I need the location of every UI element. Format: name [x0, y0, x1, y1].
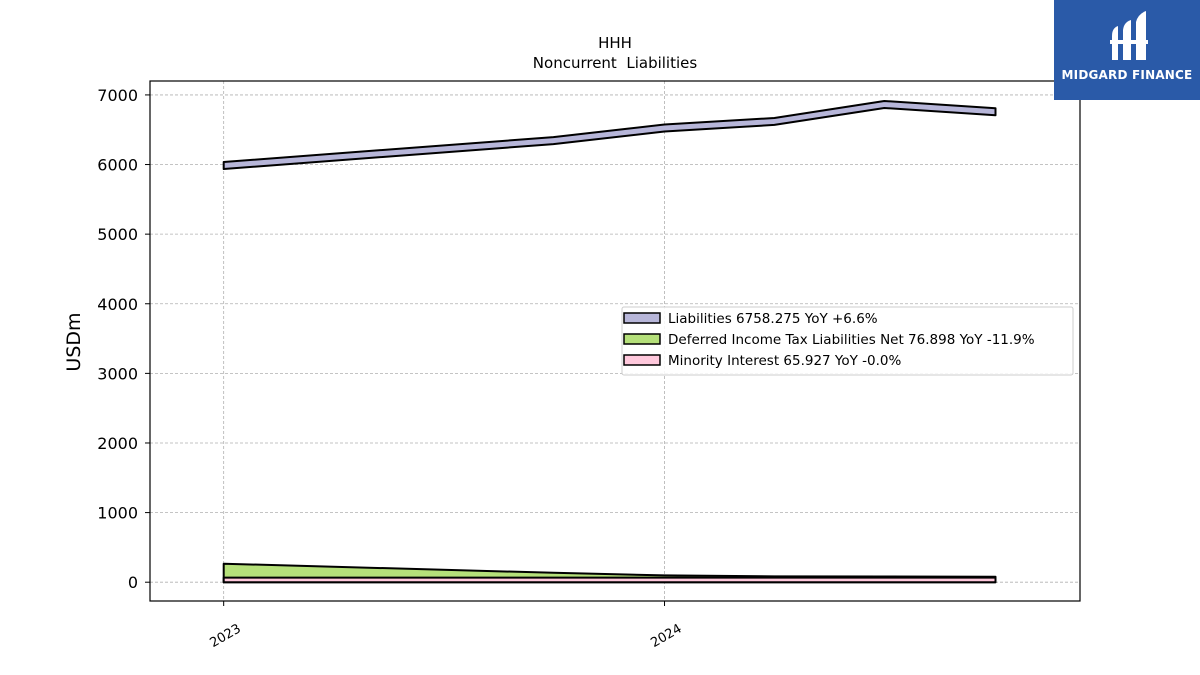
y-tick-label: 1000 — [97, 504, 138, 523]
y-tick-label: 0 — [128, 573, 138, 592]
y-tick-label: 7000 — [97, 86, 138, 105]
legend-swatch — [623, 333, 661, 345]
logo-text: MIDGARD FINANCE — [1061, 68, 1193, 82]
y-tick-label: 4000 — [97, 295, 138, 314]
legend: Liabilities 6758.275 YoY +6.6% Deferred I… — [621, 306, 1074, 376]
series-area-liabilities — [222, 100, 997, 170]
legend-swatch — [623, 354, 661, 366]
y-axis-label: USDm — [63, 312, 85, 371]
x-tick-label: 2023 — [208, 621, 244, 651]
legend-label: Deferred Income Tax Liabilities Net 76.8… — [668, 332, 1035, 348]
series-area-minority-interest — [222, 576, 997, 584]
y-tick-label: 2000 — [97, 434, 138, 453]
x-tick-label: 2024 — [648, 621, 684, 651]
brand-logo: MIDGARD FINANCE — [1054, 0, 1200, 100]
y-tick-label: 5000 — [97, 225, 138, 244]
plot-frame — [149, 80, 1081, 602]
legend-label: Liabilities 6758.275 YoY +6.6% — [668, 311, 878, 327]
y-tick-label: 6000 — [97, 156, 138, 175]
logo-mark-icon — [1110, 11, 1148, 60]
chart-subtitle: Noncurrent Liabilities — [533, 54, 698, 72]
legend-box — [621, 306, 1074, 376]
y-tick-label: 3000 — [97, 364, 138, 383]
chart-title: HHH — [598, 34, 632, 52]
legend-label: Minority Interest 65.927 YoY -0.0% — [668, 353, 902, 369]
legend-swatch — [623, 312, 661, 324]
